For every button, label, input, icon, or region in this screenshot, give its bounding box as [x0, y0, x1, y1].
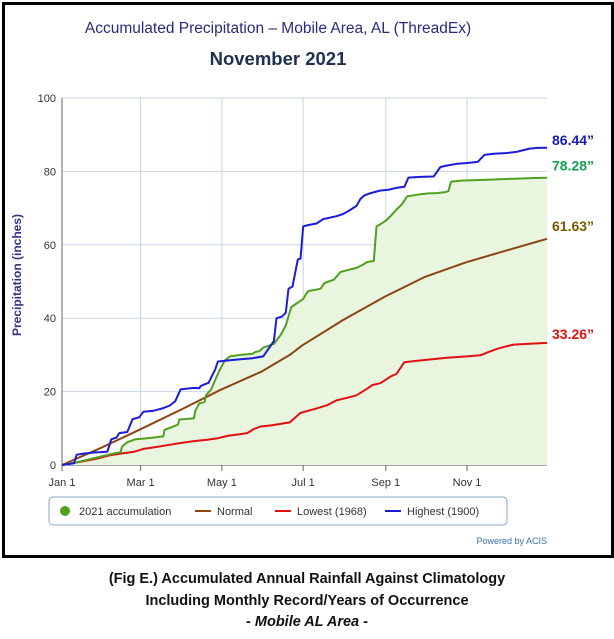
y-tick-label: 20 [44, 387, 56, 399]
caption-line-1: (Fig E.) Accumulated Annual Rainfall Aga… [108, 571, 506, 587]
legend-label-highest-1900: Highest (1900) [407, 506, 479, 518]
chart-frame: Accumulated Precipitation – Mobile Area,… [2, 2, 614, 558]
series-line-2021-accumulation [61, 176, 548, 466]
caption-line-2: Including Monthly Record/Years of Occurr… [145, 593, 469, 609]
x-tick-label: Jan 1 [49, 477, 76, 489]
plot-area: 0 20 40 60 80 100 Jan 1 Mar 1 May 1 Jul 1 Sep 1 Nov… [38, 93, 594, 489]
y-axis-title: Precipitation (inches) [10, 214, 24, 336]
precipitation-chart: Accumulated Precipitation – Mobile Area,… [10, 20, 594, 546]
chart-title: Accumulated Precipitation – Mobile Area,… [85, 20, 471, 37]
series-line-highest-1900 [61, 146, 548, 466]
end-label-highest-1900: 86.44” [552, 132, 594, 148]
series-line-normal [61, 237, 548, 466]
y-tick-label: 80 [44, 166, 56, 178]
y-tick-label: 60 [44, 240, 56, 252]
x-tick-label: Mar 1 [127, 477, 155, 489]
x-tick-label: May 1 [207, 477, 237, 489]
end-label-normal: 61.63” [552, 218, 594, 234]
end-label-lowest-1968: 33.26” [552, 326, 594, 342]
legend-label-lowest-1968: Lowest (1968) [297, 506, 367, 518]
series-fill-2021-accumulation [62, 177, 547, 465]
credit-text[interactable]: Powered by ACIS [476, 536, 547, 546]
x-tick-label: Jul 1 [292, 477, 315, 489]
legend-label-normal: Normal [217, 506, 252, 518]
caption-line-3: - Mobile AL Area - [246, 614, 368, 630]
y-tick-label: 0 [50, 460, 56, 472]
x-tick-label: Sep 1 [371, 477, 400, 489]
x-tick-label: Nov 1 [453, 477, 482, 489]
y-tick-label: 100 [38, 93, 56, 105]
legend: 2021 accumulation Normal Lowest (1968) High… [48, 496, 508, 526]
legend-label-2021-accumulation: 2021 accumulation [79, 506, 171, 518]
chart-subtitle: November 2021 [210, 48, 347, 69]
series-line-lowest-1968 [61, 341, 548, 466]
y-tick-label: 40 [44, 313, 56, 325]
legend-marker-2021-accumulation [60, 506, 70, 516]
end-label-2021-accumulation: 78.28” [552, 158, 594, 174]
